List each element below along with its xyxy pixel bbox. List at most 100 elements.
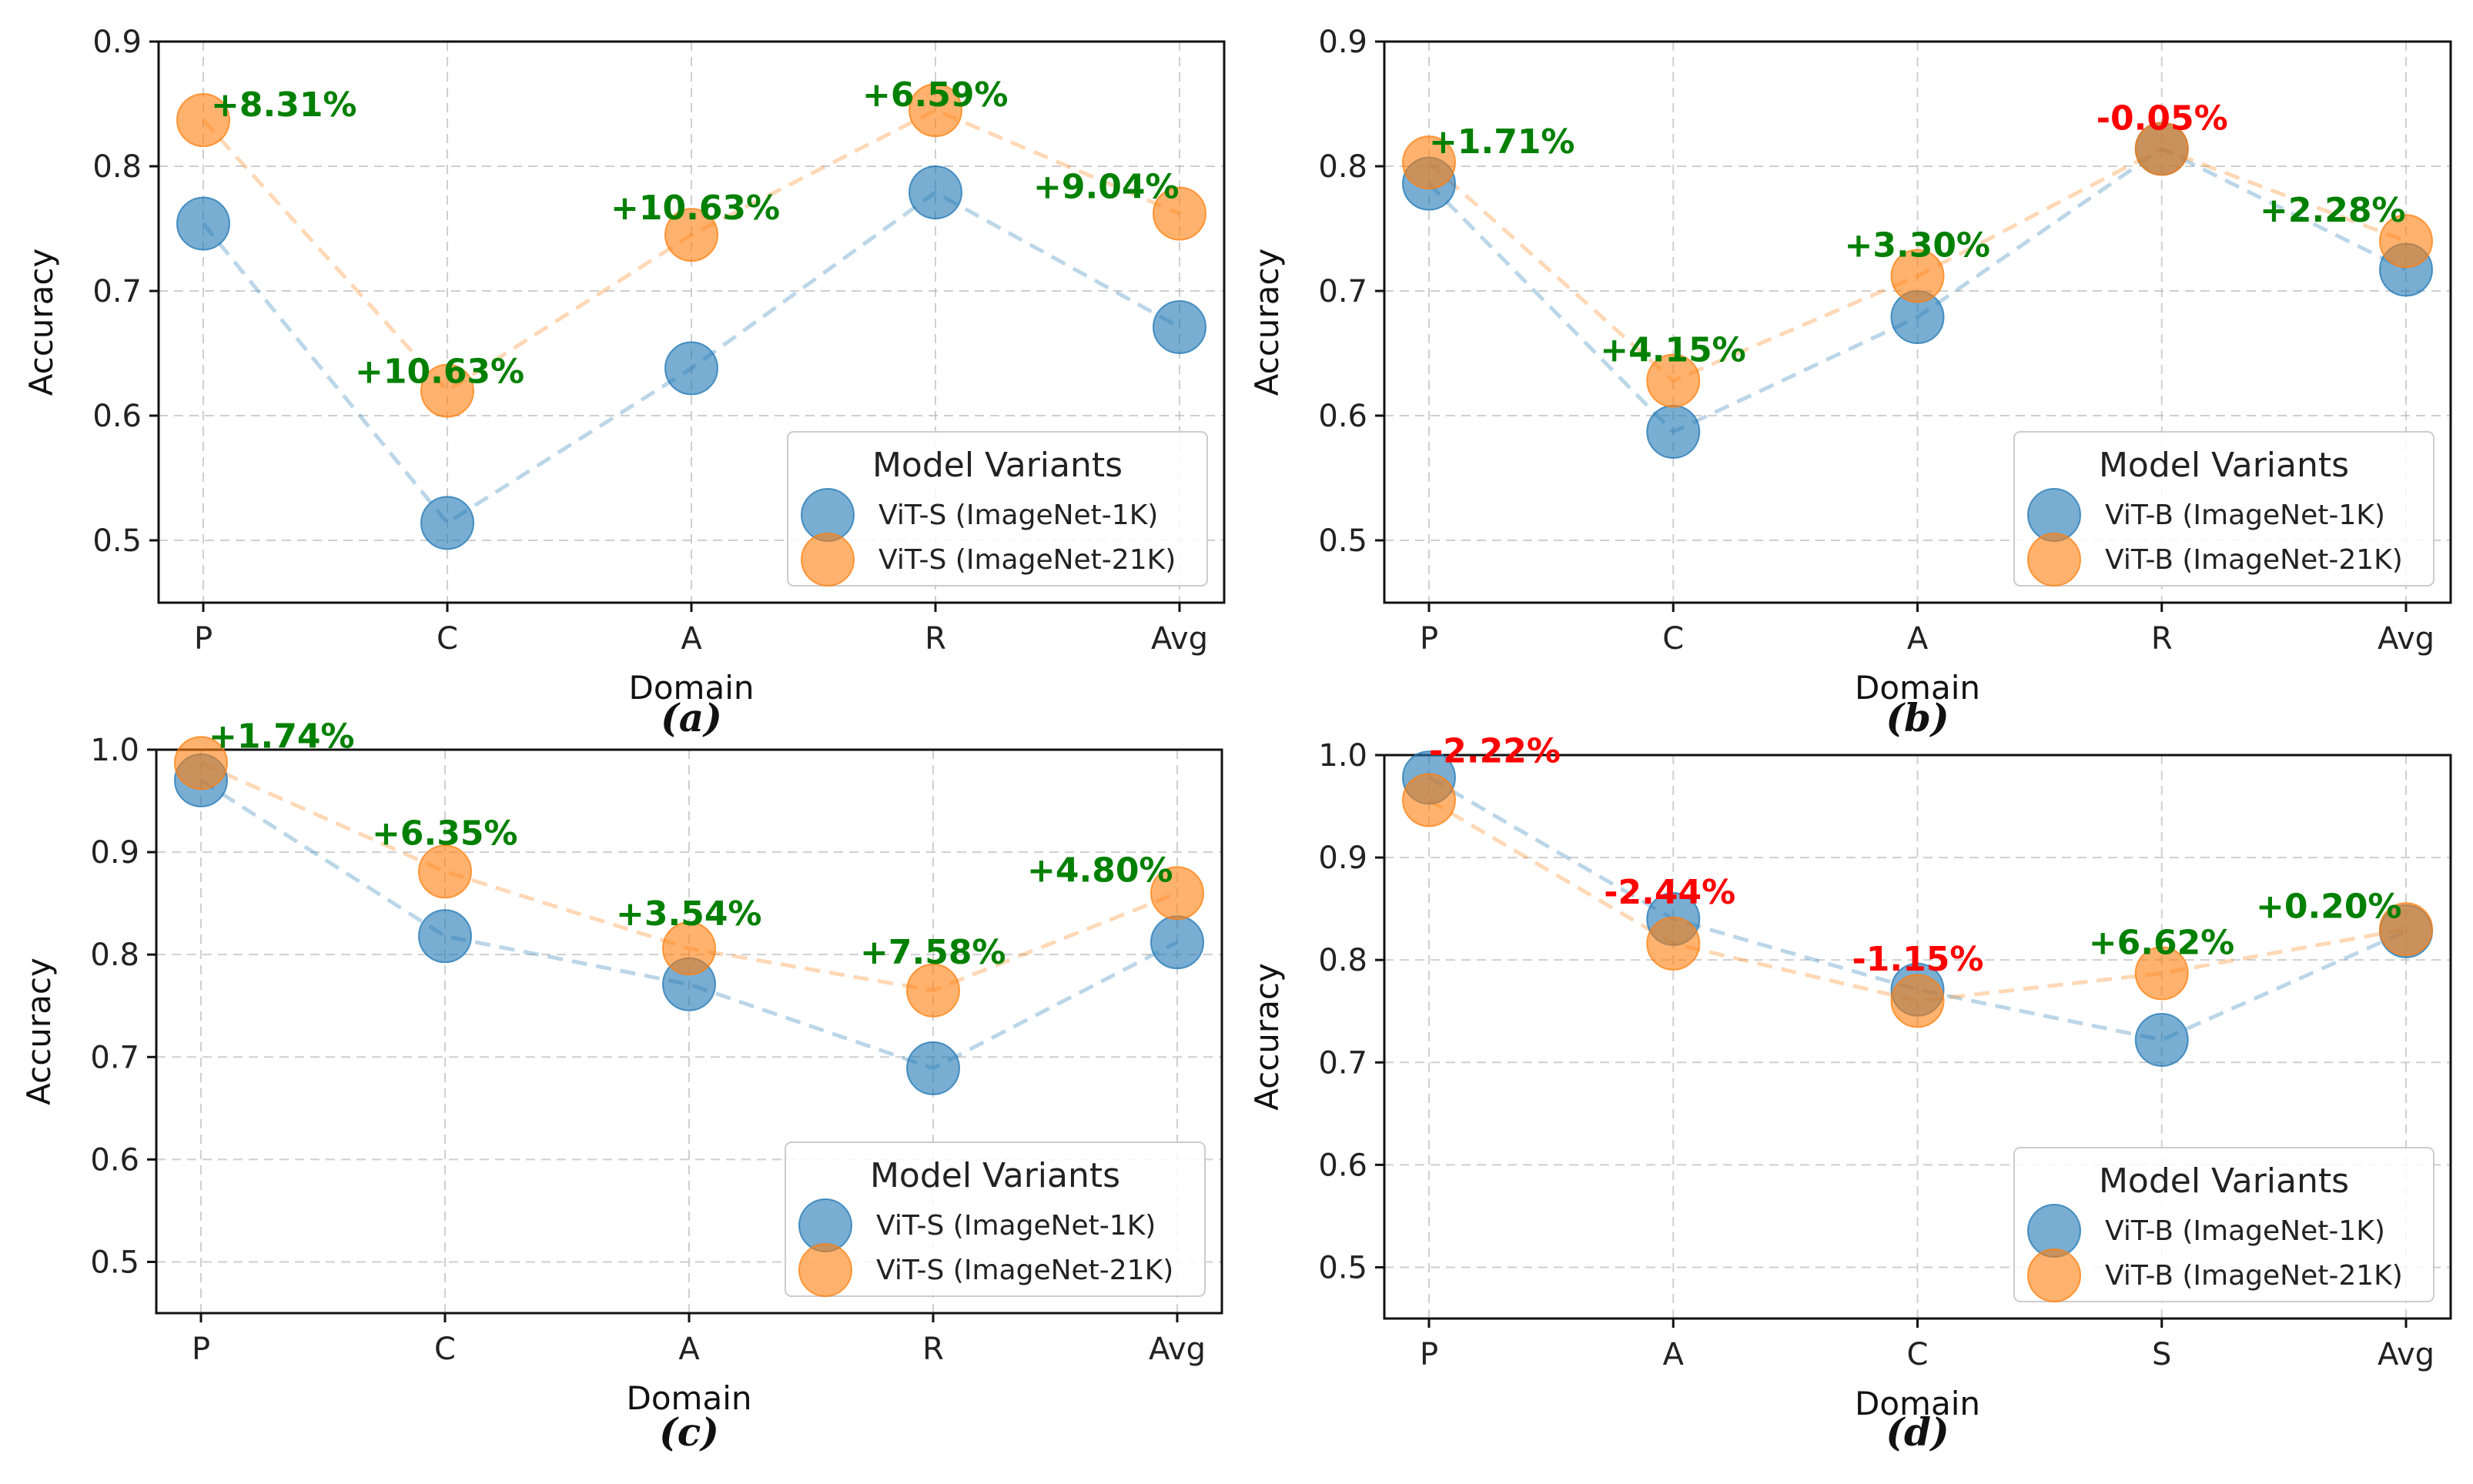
data-point-21k-p <box>1402 135 1456 190</box>
improvement-annotation: +7.58% <box>860 933 1006 972</box>
x-axis-label: Domain <box>1855 1385 1980 1422</box>
legend-label-2: ViT-B (ImageNet-21K) <box>2105 1260 2403 1292</box>
x-tick-label: Avg <box>1151 621 1208 657</box>
data-point-21k-a <box>664 208 718 262</box>
legend-marker-2 <box>2027 533 2081 587</box>
y-tick-label: 0.5 <box>92 523 142 559</box>
x-axis-label: Domain <box>629 669 755 707</box>
legend: Model Variants ViT-S (ImageNet-1K) ViT-S (… <box>787 431 1208 587</box>
data-point-21k-p <box>174 736 228 790</box>
x-tick-label: P <box>192 1332 210 1367</box>
legend: Model Variants ViT-B (ImageNet-1K) ViT-B (… <box>2013 431 2435 587</box>
y-tick-label: 0.9 <box>1318 841 1367 876</box>
chart-panel-b: 0.5 0.6 0.7 0.8 0.9 P C A R Avg Domain Accuracy (b) +… <box>1248 25 2452 740</box>
data-point-21k-c <box>1890 974 1945 1028</box>
x-axis-label: Domain <box>627 1379 752 1417</box>
data-point-21k-avg <box>2379 902 2433 957</box>
data-point-21k-r <box>906 963 960 1018</box>
panel-caption: (b) <box>1886 695 1949 740</box>
data-point-21k-avg <box>1153 186 1206 241</box>
legend: Model Variants ViT-S (ImageNet-1K) ViT-S (… <box>785 1141 1206 1297</box>
x-tick-label: R <box>2151 621 2173 657</box>
data-point-21k-a <box>1646 916 1701 971</box>
improvement-annotation: -0.05% <box>2097 99 2228 138</box>
y-tick-label: 0.5 <box>1318 1250 1367 1285</box>
x-tick-label: P <box>1420 1337 1438 1372</box>
data-point-21k-avg <box>2379 214 2433 269</box>
panel-caption: (c) <box>659 1409 719 1455</box>
y-tick-label: 0.9 <box>92 25 142 60</box>
legend-label-1: ViT-S (ImageNet-1K) <box>878 500 1158 531</box>
x-tick-label: R <box>922 1332 944 1367</box>
improvement-annotation: -1.15% <box>1852 940 1984 979</box>
data-point-1k-p <box>176 196 230 251</box>
y-axis-label: Accuracy <box>20 958 58 1105</box>
x-tick-label: C <box>434 1332 456 1367</box>
y-tick-label: 0.5 <box>90 1245 139 1280</box>
data-point-21k-r <box>2134 122 2189 176</box>
x-tick-label: R <box>925 621 946 657</box>
x-tick-label: C <box>1662 621 1684 657</box>
legend-box <box>2013 1147 2435 1302</box>
legend-title: Model Variants <box>872 446 1123 485</box>
y-axis-label: Accuracy <box>1248 249 1286 396</box>
data-point-1k-s <box>2134 1012 2189 1067</box>
y-tick-label: 0.6 <box>92 399 142 434</box>
legend-marker-2 <box>2027 1248 2081 1302</box>
legend-marker-2 <box>798 1243 852 1297</box>
y-axis-label: Accuracy <box>22 249 60 396</box>
data-point-21k-a <box>662 921 716 976</box>
y-tick-label: 0.8 <box>92 149 142 185</box>
legend-label-1: ViT-B (ImageNet-1K) <box>2105 500 2385 531</box>
data-point-21k-p <box>176 93 230 148</box>
legend-label-2: ViT-S (ImageNet-21K) <box>876 1255 1173 1286</box>
x-tick-label: A <box>681 621 702 657</box>
improvement-annotation: -2.22% <box>1429 731 1561 770</box>
legend-box <box>787 431 1208 587</box>
x-tick-label: C <box>1907 1337 1929 1372</box>
legend-label-1: ViT-B (ImageNet-1K) <box>2105 1215 2385 1247</box>
legend-label-2: ViT-B (ImageNet-21K) <box>2105 544 2403 576</box>
data-point-21k-s <box>2134 946 2189 1001</box>
y-tick-label: 0.5 <box>1318 523 1367 559</box>
data-point-21k-a <box>1890 249 1945 303</box>
y-tick-label: 0.8 <box>90 938 139 973</box>
x-tick-label: S <box>2152 1337 2171 1372</box>
y-tick-label: 0.7 <box>1318 274 1367 309</box>
data-point-1k-avg <box>1150 915 1204 970</box>
legend-marker-2 <box>801 533 855 587</box>
y-tick-label: 1.0 <box>90 733 139 768</box>
data-point-21k-c <box>418 844 472 899</box>
data-point-1k-a <box>664 341 718 396</box>
improvement-annotation: +9.04% <box>1033 168 1180 207</box>
series-line-1 <box>1427 776 2408 1042</box>
x-tick-label: P <box>1420 621 1438 657</box>
x-axis-label: Domain <box>1855 669 1980 707</box>
improvement-annotation: +6.59% <box>862 75 1009 115</box>
chart-panel-a: 0.5 0.6 0.7 0.8 0.9 P C A R Avg Domain Accuracy (a) +… <box>22 25 1226 740</box>
x-tick-label: A <box>1663 1337 1685 1372</box>
legend-label-1: ViT-S (ImageNet-1K) <box>876 1210 1156 1242</box>
improvement-annotation: +3.54% <box>616 894 762 934</box>
y-tick-label: 0.6 <box>1318 1148 1367 1183</box>
y-tick-label: 0.7 <box>90 1040 139 1075</box>
x-tick-label: C <box>437 621 458 657</box>
improvement-annotation: +4.15% <box>1600 331 1746 370</box>
legend-title: Model Variants <box>2099 446 2349 485</box>
x-tick-label: Avg <box>2378 1337 2435 1372</box>
improvement-annotation: +8.31% <box>211 85 357 125</box>
y-tick-label: 0.8 <box>1318 943 1367 978</box>
series-line-2 <box>1427 798 2407 1003</box>
x-tick-label: Avg <box>2378 621 2435 657</box>
improvement-annotation: +0.20% <box>2256 887 2402 926</box>
improvement-annotation: +3.30% <box>1845 226 1991 266</box>
y-axis-label: Accuracy <box>1248 963 1286 1111</box>
y-tick-label: 1.0 <box>1318 738 1367 774</box>
y-tick-label: 0.7 <box>1318 1045 1367 1081</box>
improvement-annotation: +6.62% <box>2089 923 2235 962</box>
panel-caption: (a) <box>661 695 722 740</box>
improvement-annotation: +1.74% <box>209 717 355 756</box>
data-point-21k-c <box>420 363 474 418</box>
legend-box <box>785 1141 1206 1297</box>
